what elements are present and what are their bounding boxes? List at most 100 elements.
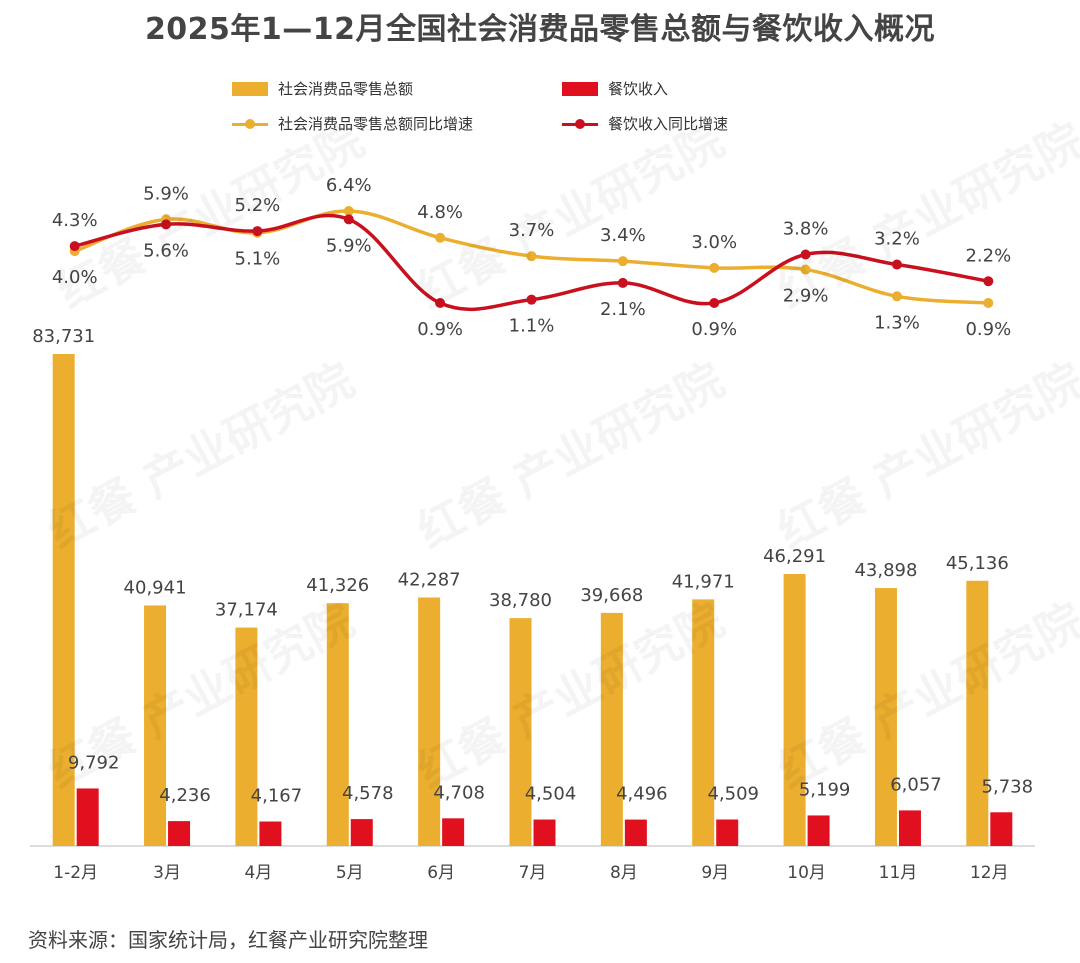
bar-label-catering-0: 9,792 [68, 752, 120, 773]
point-label-retail-growth-9: 1.3% [874, 312, 920, 333]
point-label-catering-growth-4: 0.9% [417, 319, 463, 340]
chart-title: 2025年1—12月全国社会消费品零售总额与餐饮收入概况 [144, 12, 936, 47]
point-retail-growth-9 [891, 291, 902, 302]
bar-retail-7 [692, 599, 715, 846]
point-label-catering-growth-6: 2.1% [600, 299, 646, 320]
point-catering-growth-1 [161, 219, 172, 230]
bar-catering-1 [168, 821, 191, 846]
x-tick-label-0: 1-2月 [53, 863, 98, 883]
bar-label-retail-0: 83,731 [32, 326, 95, 347]
bar-label-catering-3: 4,578 [342, 783, 394, 804]
bar-catering-2 [259, 821, 282, 846]
bar-label-catering-1: 4,236 [159, 785, 211, 806]
point-label-catering-growth-0: 4.3% [52, 210, 98, 231]
legend-label-catering: 餐饮收入 [608, 80, 669, 98]
legend-label-retail-growth: 社会消费品零售总额同比增速 [278, 115, 474, 133]
point-label-retail-growth-8: 2.9% [783, 286, 829, 307]
bar-label-catering-5: 4,504 [525, 784, 577, 805]
bar-catering-8 [807, 815, 830, 846]
bar-retail-6 [600, 612, 623, 846]
legend-swatch-retail [232, 81, 268, 96]
bar-retail-1 [144, 605, 167, 846]
bar-catering-10 [990, 812, 1013, 846]
x-tick-label-1: 3月 [153, 863, 181, 883]
point-label-catering-growth-5: 1.1% [509, 316, 555, 337]
bar-label-catering-6: 4,496 [616, 784, 668, 805]
legend-label-catering-growth: 餐饮收入同比增速 [608, 115, 729, 133]
point-catering-growth-5 [526, 294, 537, 305]
bar-catering-0 [76, 788, 99, 846]
bar-label-retail-10: 45,136 [946, 553, 1009, 574]
point-catering-growth-0 [69, 241, 80, 252]
bar-label-catering-4: 4,708 [433, 782, 485, 803]
legend-swatch-catering [562, 81, 598, 96]
x-tick-label-2: 4月 [244, 863, 272, 883]
bar-label-retail-5: 38,780 [489, 590, 552, 611]
point-catering-growth-10 [983, 276, 994, 287]
bar-label-retail-8: 46,291 [763, 546, 826, 567]
point-label-retail-growth-1: 5.9% [143, 183, 189, 204]
legend-item-catering-growth: 餐饮收入同比增速 [562, 113, 728, 134]
legend-item-catering: 餐饮收入 [562, 78, 668, 99]
source-note: 资料来源：国家统计局，红餐产业研究院整理 [28, 928, 428, 952]
bar-label-catering-2: 4,167 [251, 786, 303, 807]
point-label-retail-growth-10: 0.9% [965, 319, 1011, 340]
x-tick-label-8: 10月 [787, 863, 826, 883]
point-label-catering-growth-2: 5.2% [235, 195, 281, 216]
point-retail-growth-3 [343, 206, 354, 216]
x-tick-label-3: 5月 [336, 863, 364, 883]
x-tick-label-9: 11月 [879, 863, 918, 883]
point-retail-growth-7 [709, 262, 720, 273]
legend-label-retail: 社会消费品零售总额 [278, 80, 414, 98]
bar-catering-7 [716, 819, 739, 846]
point-catering-growth-8 [800, 249, 811, 260]
point-label-retail-growth-7: 3.0% [691, 232, 737, 253]
legend-item-retail-growth: 社会消费品零售总额同比增速 [232, 113, 473, 134]
bar-label-catering-7: 4,509 [707, 784, 759, 805]
point-catering-growth-9 [891, 259, 902, 270]
point-catering-growth-2 [252, 226, 263, 237]
point-retail-growth-6 [617, 256, 628, 267]
x-tick-label-4: 6月 [427, 863, 455, 883]
bar-label-retail-3: 41,326 [306, 575, 369, 596]
legend: 社会消费品零售总额 餐饮收入 社会消费品零售总额同比增速 餐饮收入同比增速 [232, 76, 832, 140]
point-retail-growth-4 [435, 232, 446, 243]
bar-catering-9 [898, 810, 921, 846]
bar-retail-5 [509, 618, 532, 846]
legend-line-retail-growth [232, 117, 268, 131]
point-label-catering-growth-9: 3.2% [874, 229, 920, 250]
bar-catering-4 [442, 818, 465, 846]
bar-catering-5 [533, 819, 556, 846]
point-label-retail-growth-3: 6.4% [326, 175, 372, 196]
x-tick-label-7: 9月 [701, 863, 729, 883]
point-retail-growth-10 [983, 298, 994, 308]
bar-label-retail-6: 39,668 [580, 585, 643, 606]
point-label-retail-growth-5: 3.7% [509, 220, 555, 241]
bar-retail-8 [783, 573, 806, 846]
point-label-catering-growth-8: 3.8% [783, 218, 829, 239]
bar-label-retail-7: 41,971 [672, 571, 735, 592]
bar-label-retail-4: 42,287 [398, 570, 461, 591]
bar-retail-4 [418, 597, 441, 846]
point-label-retail-growth-2: 5.1% [235, 249, 281, 270]
bar-retail-2 [235, 627, 258, 846]
point-label-catering-growth-1: 5.6% [143, 240, 189, 261]
point-retail-growth-8 [800, 264, 811, 275]
bar-retail-9 [874, 588, 897, 846]
point-label-retail-growth-4: 4.8% [417, 202, 463, 223]
legend-item-retail: 社会消费品零售总额 [232, 78, 413, 99]
point-label-retail-growth-6: 3.4% [600, 225, 646, 246]
bar-label-retail-2: 37,174 [215, 600, 278, 621]
point-catering-growth-3 [343, 214, 354, 225]
bar-label-catering-10: 5,738 [982, 776, 1034, 797]
bar-label-retail-9: 43,898 [854, 560, 917, 581]
bar-catering-6 [624, 819, 647, 846]
point-catering-growth-4 [435, 298, 446, 308]
point-catering-growth-6 [617, 277, 628, 288]
x-tick-label-10: 12月 [970, 863, 1009, 883]
point-label-catering-growth-10: 2.2% [965, 245, 1011, 266]
x-tick-label-6: 8月 [610, 863, 638, 883]
point-label-retail-growth-0: 4.0% [52, 267, 98, 288]
x-tick-label-5: 7月 [519, 863, 547, 883]
